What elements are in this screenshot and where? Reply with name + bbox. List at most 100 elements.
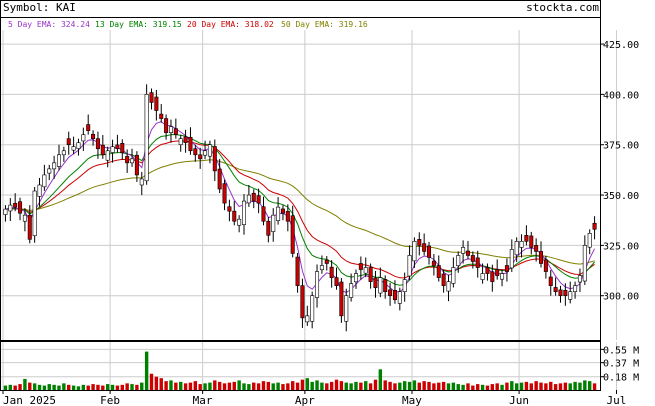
volume-bar	[592, 383, 597, 390]
volume-bar	[183, 383, 188, 390]
volume-bar	[217, 381, 222, 390]
candle-body	[8, 204, 13, 212]
volume-bar	[164, 381, 168, 390]
candle-body	[475, 257, 480, 268]
candle-body	[3, 208, 8, 215]
volume-bar	[81, 384, 86, 390]
candle-body	[232, 210, 237, 222]
candle-body	[543, 259, 548, 272]
candle-body	[436, 265, 441, 278]
candle-body	[27, 214, 32, 240]
volume-bar	[281, 384, 285, 390]
volume-bar	[519, 382, 524, 390]
volume-bar	[62, 383, 66, 390]
volume-bar	[549, 381, 553, 390]
volume-tick-label: 0.55 M	[603, 345, 639, 356]
brand-label: stockta.com	[526, 1, 599, 14]
candle-body	[315, 271, 320, 298]
candle-body	[373, 277, 378, 288]
volume-bar	[86, 385, 90, 390]
volume-bar	[154, 376, 159, 390]
volume-bar	[42, 385, 47, 390]
candle-body	[412, 241, 417, 262]
volume-bar	[354, 381, 358, 390]
candle-body	[115, 144, 120, 150]
volume-bar	[398, 382, 402, 390]
ema20-line	[5, 140, 595, 279]
volume-bar	[110, 384, 115, 390]
volume-bar	[125, 383, 129, 390]
volume-bar	[471, 385, 475, 390]
volume-bar	[179, 381, 183, 390]
candle-body	[461, 247, 466, 254]
candle-body	[310, 295, 315, 322]
volume-bar	[422, 381, 426, 390]
header-frame	[0, 0, 601, 18]
candle-body	[159, 113, 164, 119]
price-axis: 425.00 400.00 375.00 350.00 325.00 300.00	[600, 40, 639, 303]
candle-body	[417, 239, 422, 246]
candle-body	[149, 92, 154, 103]
candle-body	[305, 315, 310, 323]
volume-panel-frame	[0, 341, 601, 391]
volume-bar	[364, 381, 368, 390]
candle-body	[441, 273, 446, 286]
candle-body	[66, 138, 71, 146]
date-axis: Jan 2025 Feb Mar Apr May Jun Jul	[2, 390, 626, 406]
candle-body	[539, 251, 544, 264]
volume-bar	[349, 383, 353, 390]
candle-body	[363, 267, 368, 274]
candle-body	[37, 184, 42, 197]
volume-bar	[130, 384, 134, 390]
candle-body	[256, 195, 261, 204]
candle-body	[500, 273, 505, 280]
candle-body	[392, 289, 397, 301]
candle-body	[207, 144, 212, 157]
volume-bar	[13, 385, 17, 390]
volume-bar	[18, 384, 22, 390]
candle-body	[524, 235, 529, 242]
date-tick-label: Feb	[100, 394, 120, 406]
volume-bar	[256, 383, 261, 390]
ema20-legend: 20 Day EMA: 318.02	[187, 20, 274, 29]
candle-body	[295, 256, 300, 286]
candle-body	[548, 276, 553, 286]
price-tick-label: 375.00	[603, 141, 639, 152]
volume-bar	[480, 384, 485, 390]
volume-bars	[3, 351, 597, 390]
candle-body	[86, 124, 91, 131]
candle-body	[519, 241, 524, 248]
volume-bar	[476, 384, 480, 390]
candle-body	[422, 243, 427, 252]
volume-bar	[101, 385, 105, 390]
volume-bar	[441, 381, 446, 390]
candle-body	[120, 143, 125, 154]
candle-body	[534, 245, 539, 252]
candle-body	[217, 168, 222, 190]
volume-bar	[169, 380, 173, 390]
volume-bar	[32, 383, 37, 390]
volume-bar	[485, 385, 490, 390]
candle-body	[61, 150, 66, 156]
ema13-line	[5, 134, 595, 286]
volume-bar	[140, 382, 144, 390]
candle-body	[242, 200, 247, 225]
volume-bar	[8, 384, 13, 390]
candle-body	[183, 136, 188, 144]
volume-bar	[52, 384, 56, 390]
candle-body	[178, 138, 183, 146]
candle-body	[431, 260, 436, 266]
candle-body	[558, 289, 563, 297]
candle-body	[568, 291, 573, 300]
symbol-label: Symbol: KAI	[3, 1, 76, 14]
volume-bar	[437, 382, 441, 390]
volume-bar	[237, 380, 241, 390]
candle-body	[563, 289, 568, 297]
volume-bar	[539, 382, 543, 390]
candle-body	[504, 265, 509, 272]
candle-body	[134, 154, 139, 176]
candle-body	[456, 255, 461, 267]
candle-body	[285, 211, 290, 222]
candle-body	[553, 287, 558, 292]
volume-bar	[534, 381, 538, 390]
